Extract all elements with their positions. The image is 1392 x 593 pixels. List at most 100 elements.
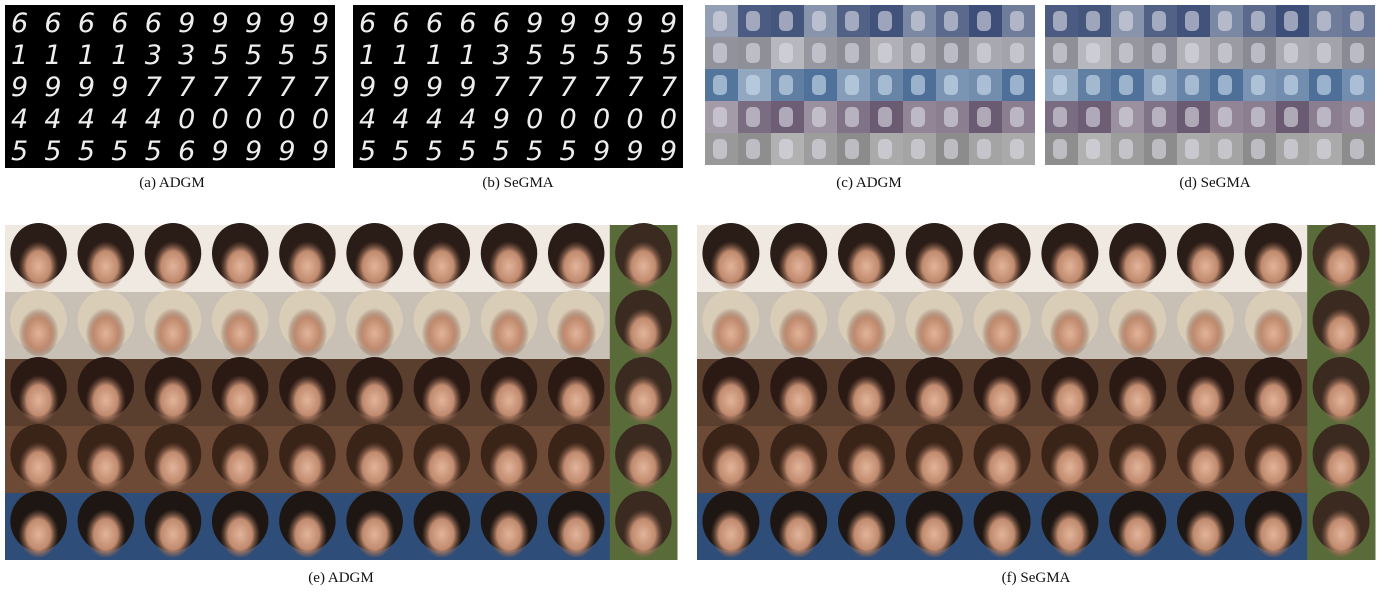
- svhn-glyph: [779, 139, 793, 159]
- svhn-glyph: [1317, 107, 1331, 127]
- face-skin: [489, 506, 529, 557]
- face-skin: [489, 305, 529, 356]
- face-skin: [711, 238, 752, 289]
- svhn-glyph: [878, 11, 892, 31]
- svhn-glyph: [1086, 11, 1100, 31]
- svhn-glyph: [878, 139, 892, 159]
- face-skin: [18, 238, 58, 289]
- face-skin: [153, 439, 193, 490]
- face-skin: [914, 506, 955, 557]
- face-skin: [422, 372, 462, 423]
- face-skin: [846, 506, 887, 557]
- face-skin: [86, 372, 126, 423]
- face-skin: [1253, 238, 1294, 289]
- face-skin: [1117, 506, 1158, 557]
- caption: (e) ADGM: [308, 570, 373, 586]
- page: (a) ADGM (b) SeGMA (c) ADGM (d) SeGMA (e…: [0, 0, 1392, 593]
- face-skin: [86, 305, 126, 356]
- svhn-glyph: [1086, 75, 1100, 95]
- face-skin: [846, 238, 887, 289]
- figure: (a) ADGM (b) SeGMA (c) ADGM (d) SeGMA (e…: [0, 0, 1392, 593]
- face-skin: [354, 305, 394, 356]
- face-skin: [982, 305, 1023, 356]
- svhn-glyph: [1251, 43, 1265, 63]
- face-skin: [1321, 305, 1362, 356]
- svhn-glyph: [746, 43, 760, 63]
- svhn-glyph: [1152, 107, 1166, 127]
- svhn-glyph: [1086, 43, 1100, 63]
- face-skin: [220, 238, 260, 289]
- face-skin: [354, 439, 394, 490]
- svhn-glyph: [779, 75, 793, 95]
- svhn-glyph: [746, 11, 760, 31]
- svhn-glyph: [1010, 75, 1024, 95]
- face-skin: [153, 238, 193, 289]
- svhn-glyph: [878, 107, 892, 127]
- face-skin: [354, 238, 394, 289]
- svhn-glyph: [1284, 75, 1298, 95]
- svhn-glyph: [746, 75, 760, 95]
- face-skin: [982, 238, 1023, 289]
- svhn-glyph: [1284, 139, 1298, 159]
- svhn-glyph: [845, 107, 859, 127]
- svhn-glyph: [1086, 139, 1100, 159]
- svhn-glyph: [1218, 11, 1232, 31]
- svhn-glyph: [713, 43, 727, 63]
- face-skin: [914, 439, 955, 490]
- face-skin: [846, 372, 887, 423]
- face-skin: [711, 305, 752, 356]
- svhn-glyph: [1053, 43, 1067, 63]
- svhn-glyph: [977, 43, 991, 63]
- svhn-glyph: [812, 75, 826, 95]
- svhn-glyph: [977, 11, 991, 31]
- svhn-glyph: [1284, 107, 1298, 127]
- face-skin: [86, 439, 126, 490]
- face-skin: [1050, 506, 1091, 557]
- svhn-glyph: [911, 107, 925, 127]
- face-skin: [1321, 439, 1362, 490]
- face-skin: [1321, 372, 1362, 423]
- face-skin: [778, 439, 819, 490]
- face-skin: [220, 439, 260, 490]
- svhn-glyph: [812, 139, 826, 159]
- face-skin: [623, 238, 663, 289]
- face-skin: [1050, 305, 1091, 356]
- svhn-glyph: [944, 107, 958, 127]
- svhn-glyph: [1218, 139, 1232, 159]
- face-skin: [982, 506, 1023, 557]
- face-skin: [86, 506, 126, 557]
- svhn-glyph: [944, 11, 958, 31]
- svhn-glyph: [1251, 75, 1265, 95]
- face-skin: [778, 506, 819, 557]
- face-skin: [556, 238, 596, 289]
- svhn-glyph: [1317, 75, 1331, 95]
- svhn-glyph: [1218, 75, 1232, 95]
- svhn-glyph: [1119, 11, 1133, 31]
- face-skin: [556, 305, 596, 356]
- face-skin: [846, 439, 887, 490]
- face-skin: [1117, 439, 1158, 490]
- face-skin: [18, 305, 58, 356]
- face-skin: [1050, 372, 1091, 423]
- face-skin: [1185, 506, 1226, 557]
- face-skin: [914, 238, 955, 289]
- caption: (a) ADGM: [139, 175, 204, 191]
- face-skin: [1050, 238, 1091, 289]
- svhn-glyph: [1350, 43, 1364, 63]
- svhn-glyph: [713, 107, 727, 127]
- svhn-glyph: [845, 75, 859, 95]
- face-skin: [287, 506, 327, 557]
- svhn-glyph: [1251, 107, 1265, 127]
- svhn-glyph: [911, 43, 925, 63]
- svhn-glyph: [977, 75, 991, 95]
- face-skin: [623, 506, 663, 557]
- face-skin: [846, 305, 887, 356]
- svhn-glyph: [944, 43, 958, 63]
- face-skin: [86, 238, 126, 289]
- face-skin: [1185, 372, 1226, 423]
- svhn-glyph: [779, 107, 793, 127]
- face-skin: [422, 439, 462, 490]
- svhn-glyph: [845, 11, 859, 31]
- face-skin: [623, 372, 663, 423]
- svhn-glyph: [1317, 139, 1331, 159]
